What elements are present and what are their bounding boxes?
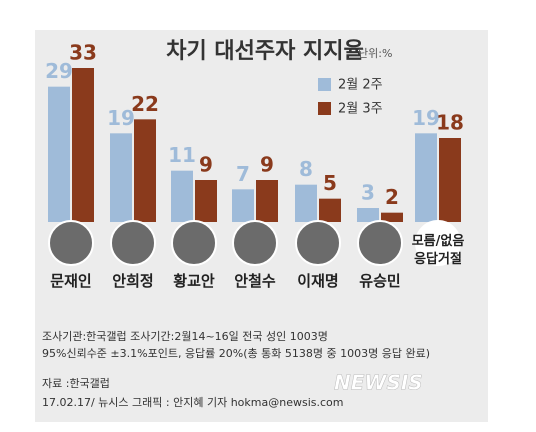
value-label: 7 [236,162,250,186]
photo [232,220,278,266]
legend-swatch [318,78,331,91]
legend-label: 2월 3주 [338,102,383,117]
legend-swatch [318,102,331,115]
bar [232,189,254,222]
bar [110,133,132,222]
photo [295,220,341,266]
value-label: 9 [199,153,213,177]
value-label: 2 [385,185,399,209]
photo [48,220,94,266]
bar [415,133,437,222]
bar [72,68,94,222]
bar [381,212,403,222]
bar [295,184,317,222]
bar [357,208,379,222]
value-label: 3 [361,181,375,205]
category-label: 이재명 [297,272,339,290]
value-label: 9 [260,153,274,177]
category-label: 황교안 [173,272,215,290]
category-label: 유승민 [359,272,401,290]
legend-label: 2월 2주 [338,78,383,93]
bar [48,86,70,223]
bar [439,138,461,222]
chart-title: 차기 대선주자 지지율 [166,39,363,64]
category-label: 문재인 [50,272,92,290]
logo: NEWSIS [334,371,423,395]
note: 조사기관:한국갤럽 조사기간:2월14~16일 전국 성인 1003명 [42,329,328,343]
bar [195,180,217,222]
photo [357,220,403,266]
value-label: 8 [299,157,313,181]
photo [415,220,461,266]
bar [256,180,278,222]
value-label: 22 [131,92,159,116]
credit: 17.02.17/ 뉴시스 그래픽 : 안지혜 기자 hokma@newsis.… [42,396,343,409]
bar [171,170,193,222]
category-label: 안철수 [234,272,276,290]
photo [110,220,156,266]
bar [319,198,341,222]
note: 95%신뢰수준 ±3.1%포인트, 응답률 20%(총 통화 5138명 중 1… [42,347,430,360]
value-label: 33 [69,41,97,65]
value-label: 19 [107,106,135,130]
value-label: 5 [323,171,337,195]
source: 자료 :한국갤럽 [42,376,110,390]
value-label: 19 [412,106,440,130]
value-label: 18 [436,111,464,135]
photo [171,220,217,266]
unit-note: 단위:% [358,47,392,60]
value-label: 11 [168,143,196,167]
category-label: 모름/없음 응답거절 [411,234,465,267]
bar [134,119,156,222]
category-label: 안희정 [112,272,154,290]
value-label: 29 [45,59,73,83]
